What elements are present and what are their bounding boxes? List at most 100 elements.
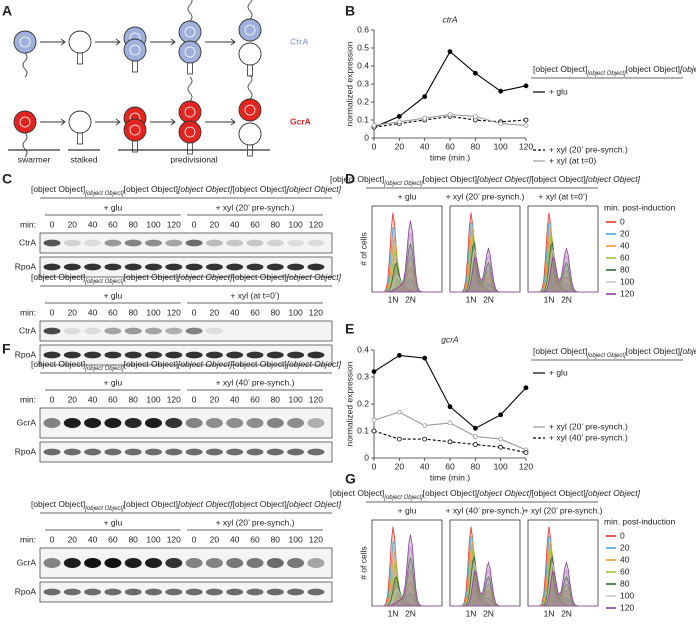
panel-label: A xyxy=(2,3,12,19)
band xyxy=(124,418,142,428)
construct-part: [object Object] xyxy=(585,488,641,498)
point xyxy=(396,436,402,442)
legend-label: + glu xyxy=(549,86,568,96)
flagellum xyxy=(247,74,253,100)
time-label: 20 xyxy=(68,307,78,317)
time-label: 20 xyxy=(68,219,78,229)
band xyxy=(246,448,264,456)
y-axis-label: normalized expression xyxy=(344,361,354,446)
construct-part: [object Object] xyxy=(286,272,342,282)
time-label: 0 xyxy=(192,307,197,317)
band xyxy=(165,263,183,271)
band xyxy=(124,588,142,596)
stalk xyxy=(132,59,138,73)
y-axis-label: # of cells xyxy=(358,232,368,266)
x-tick-label: 80 xyxy=(471,141,481,151)
time-label: 120 xyxy=(309,307,323,317)
cell xyxy=(178,120,202,144)
construct-part: [object Object] xyxy=(585,174,641,184)
cell xyxy=(13,110,37,134)
band xyxy=(185,558,203,568)
time-label: 60 xyxy=(108,394,118,404)
band xyxy=(43,588,61,596)
ploidy-label: 1N xyxy=(544,294,555,304)
construct-label: [object Object][object Object][object Ob… xyxy=(31,272,342,284)
histogram xyxy=(372,534,442,607)
band xyxy=(205,327,223,335)
point xyxy=(447,112,453,117)
band xyxy=(104,239,122,247)
time-label: 40 xyxy=(230,219,240,229)
point xyxy=(472,114,478,119)
row-label: GcrA xyxy=(17,417,37,427)
band xyxy=(104,327,122,335)
construct-part: [object Object] xyxy=(232,272,286,282)
series-line xyxy=(373,354,527,429)
cell xyxy=(68,110,92,134)
point xyxy=(422,423,428,429)
arrow xyxy=(95,38,121,46)
construct-part: [object Object] xyxy=(124,272,178,282)
band xyxy=(84,327,102,335)
point xyxy=(523,123,529,128)
group-label: + xyl (at t=0’) xyxy=(230,290,279,300)
construct-part: [object Object] xyxy=(330,174,384,184)
histogram xyxy=(450,247,520,293)
band xyxy=(246,588,264,596)
band xyxy=(287,263,305,271)
band xyxy=(165,448,183,456)
y-tick-label: 0.1 xyxy=(357,425,369,435)
flagellum xyxy=(247,0,253,20)
chromosome xyxy=(129,44,141,56)
time-label: 100 xyxy=(146,219,160,229)
band xyxy=(307,558,325,568)
band xyxy=(145,588,162,596)
construct-part: [object Object] xyxy=(476,174,532,184)
construct-part: [object Object] xyxy=(232,184,286,194)
band xyxy=(124,558,142,568)
cell xyxy=(178,100,202,124)
group-label: + glu xyxy=(104,377,123,387)
legend-label: 20 xyxy=(620,542,630,552)
y-tick-label: 0.3 xyxy=(357,78,369,88)
cell xyxy=(13,30,37,54)
chromosome xyxy=(184,126,196,138)
protein-label: CtrA xyxy=(290,36,308,46)
ploidy-label: 1N xyxy=(544,608,555,618)
band xyxy=(266,418,284,428)
band xyxy=(43,327,61,335)
band xyxy=(63,327,81,335)
arrow xyxy=(150,38,176,46)
y-tick-label: 0.2 xyxy=(357,398,369,408)
legend-label: 60 xyxy=(620,566,630,576)
band xyxy=(266,263,284,271)
condition-label: + xyl (20’ pre-synch.) xyxy=(524,505,603,515)
cell xyxy=(238,122,262,146)
legend-label: + xyl (20’ pre-synch.) xyxy=(549,144,628,154)
construct-label: [object Object][object Object][object Ob… xyxy=(533,346,696,358)
point xyxy=(523,450,529,456)
time-label: 80 xyxy=(271,307,281,317)
band xyxy=(266,588,284,596)
band xyxy=(84,263,102,271)
point xyxy=(498,444,504,450)
time-label: 120 xyxy=(167,307,181,317)
legend-label: 100 xyxy=(620,590,634,600)
group-label: + xyl (40’ pre-synch.) xyxy=(216,377,295,387)
time-label: 0 xyxy=(50,219,55,229)
ploidy-label: 2N xyxy=(561,608,572,618)
x-tick-label: 40 xyxy=(420,461,430,471)
flagellum xyxy=(187,0,193,22)
construct-part: [object Object] xyxy=(626,64,680,74)
cell xyxy=(123,118,147,142)
row-label: CtrA xyxy=(19,325,36,335)
band xyxy=(104,351,122,359)
legend-label: + xyl (40’ pre-synch.) xyxy=(549,432,628,442)
time-label: 20 xyxy=(210,534,220,544)
point xyxy=(472,70,478,76)
construct-part: [object Object] xyxy=(423,488,477,498)
point xyxy=(472,442,478,447)
cell xyxy=(178,20,202,44)
construct-part: [object Object] xyxy=(476,488,532,498)
